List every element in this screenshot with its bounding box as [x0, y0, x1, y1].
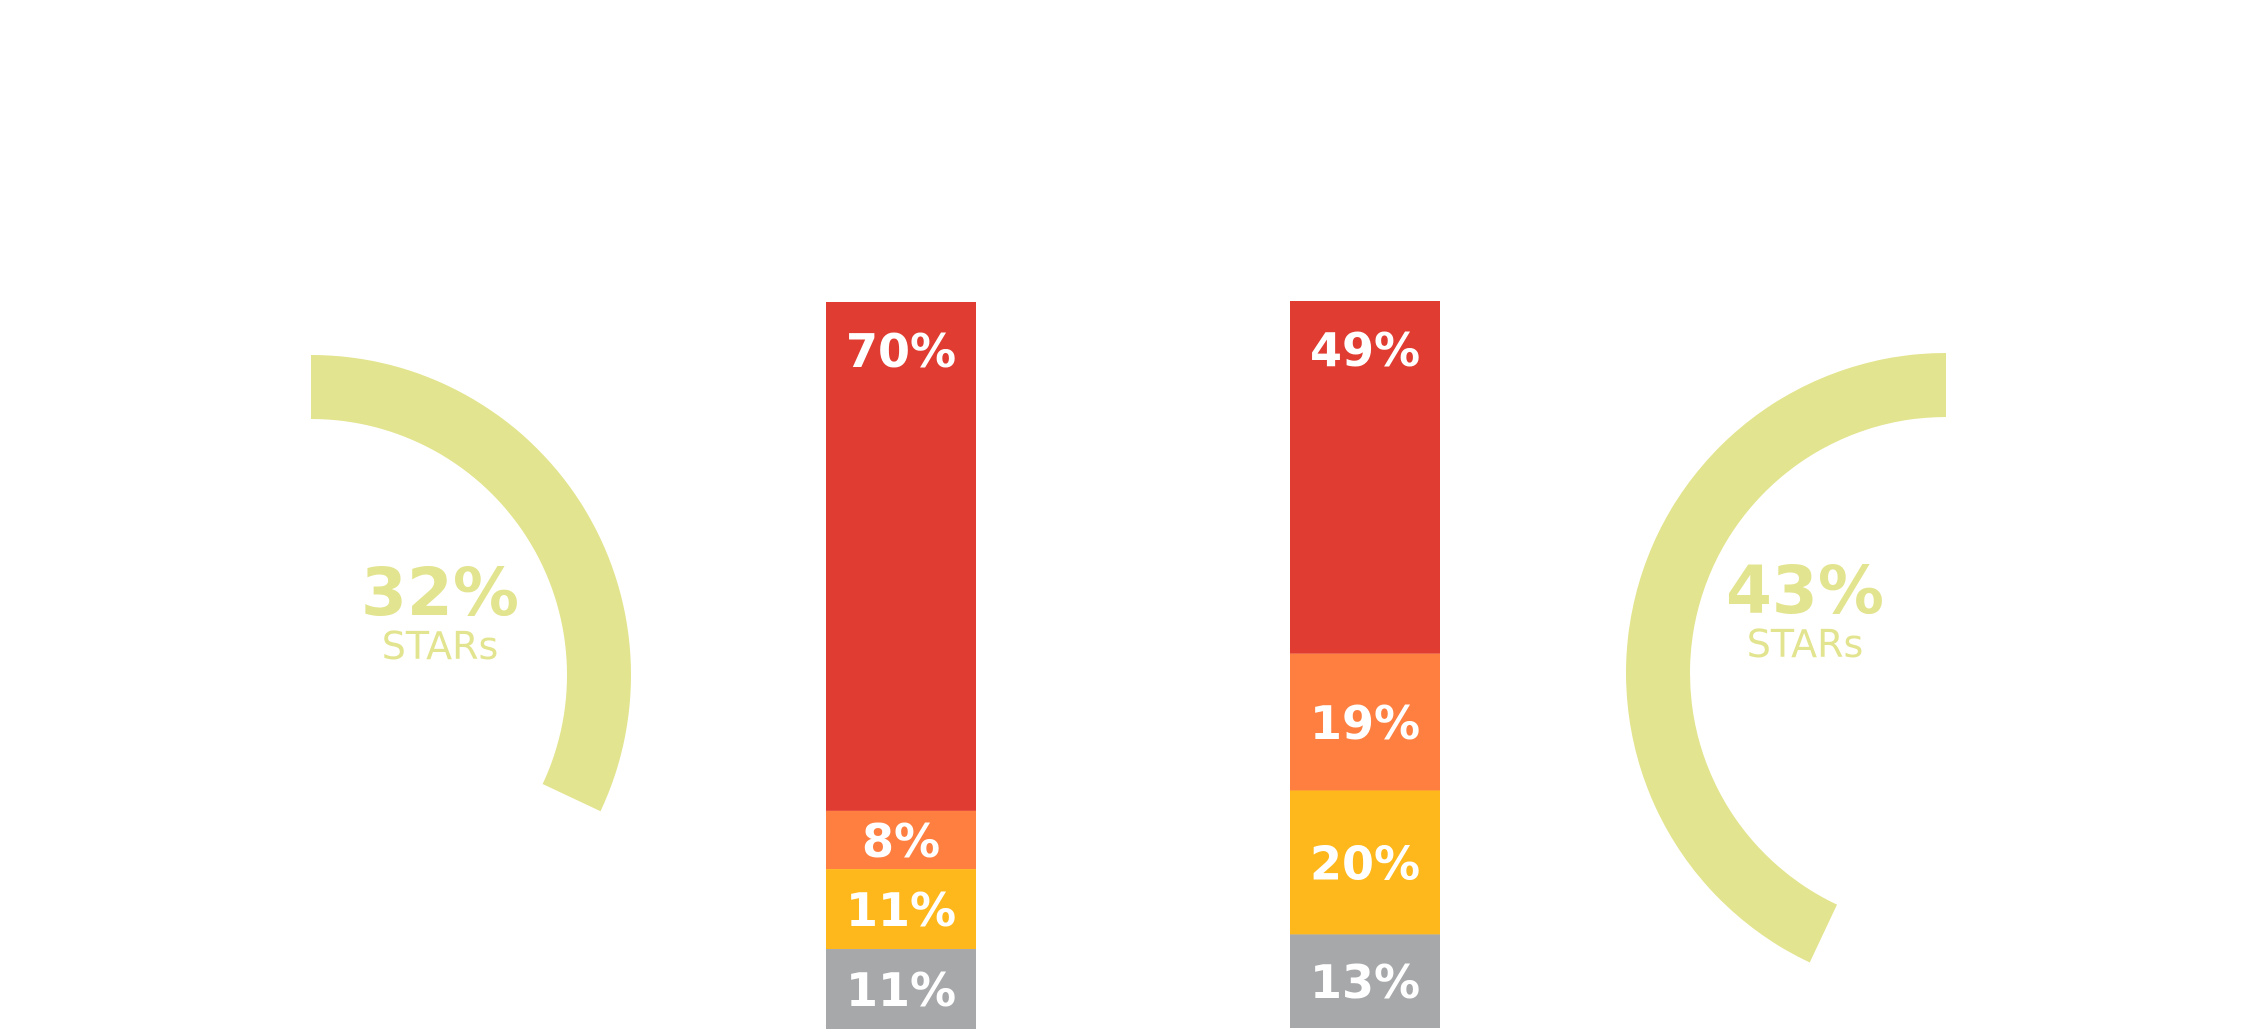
bar-segment-label: 49%: [1310, 323, 1420, 377]
gauge-right-sublabel: STARs: [1747, 622, 1864, 666]
gauge-left-arc: [311, 354, 632, 812]
bar-segment-label: 8%: [862, 814, 940, 868]
gauge-left: 32% STARs: [311, 354, 632, 812]
bar-segment-label: 11%: [846, 883, 956, 937]
bar-segment-label: 20%: [1310, 836, 1420, 890]
bar-segment: [826, 810, 976, 870]
gauge-right-value-label: 43%: [1726, 552, 1884, 629]
stacked-bar-left: 70% 8% 11% 11%: [826, 302, 976, 1029]
bar-segment: [826, 302, 976, 811]
bar-segment-label: 19%: [1310, 696, 1420, 750]
bar-segment: [1290, 790, 1440, 935]
gauge-right: 43% STARs: [1625, 353, 1946, 963]
bar-segment: [826, 949, 976, 1029]
bar-segment-label: 70%: [846, 324, 956, 378]
bar-segment-label: 11%: [846, 963, 956, 1017]
gauge-right-arc: [1625, 353, 1946, 963]
bar-segment-label: 13%: [1310, 955, 1420, 1009]
gauge-left-value-label: 32%: [361, 554, 519, 631]
bar-segment: [1290, 653, 1440, 791]
bar-segment: [826, 869, 976, 950]
bar-segment: [1290, 934, 1440, 1028]
gauge-left-sublabel: STARs: [382, 624, 499, 668]
stacked-bar-right: 49% 19% 20% 13%: [1290, 301, 1440, 1028]
bar-segment: [1290, 301, 1440, 654]
